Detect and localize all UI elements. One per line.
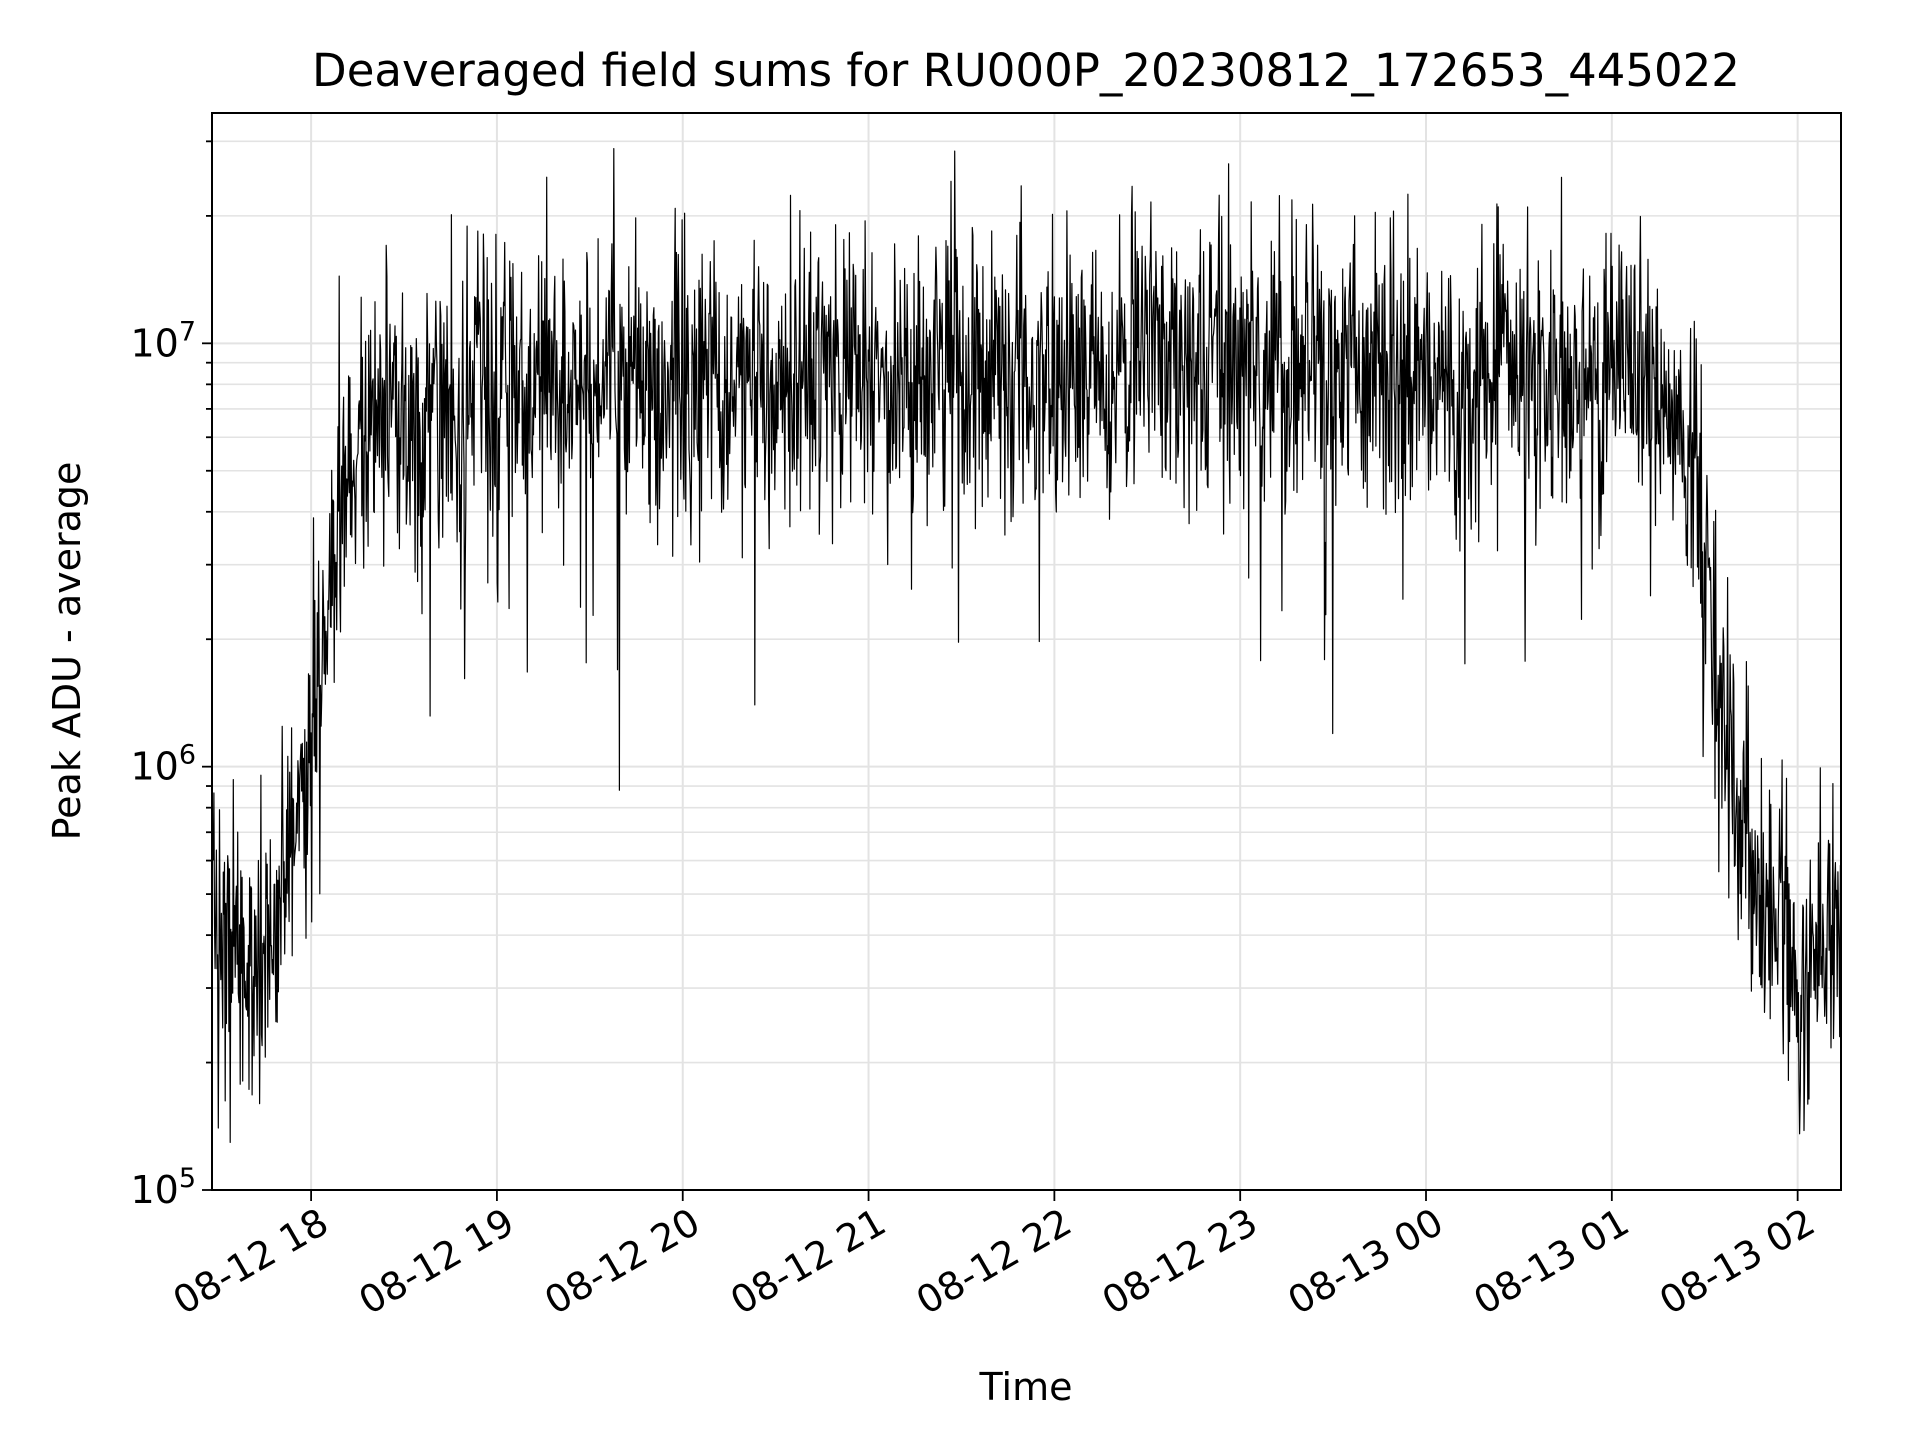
y-axis-label: Peak ADU - average <box>45 462 89 841</box>
chart-title: Deaveraged field sums for RU000P_2023081… <box>312 44 1740 97</box>
y-tick-label: 106 <box>130 740 196 789</box>
y-tick-label: 105 <box>130 1163 196 1212</box>
y-tick-label: 107 <box>130 316 196 365</box>
x-axis-label: Time <box>979 1365 1073 1409</box>
plot-frame <box>211 112 1842 1191</box>
plot-area <box>211 148 1842 1144</box>
series-line <box>211 148 1842 1144</box>
